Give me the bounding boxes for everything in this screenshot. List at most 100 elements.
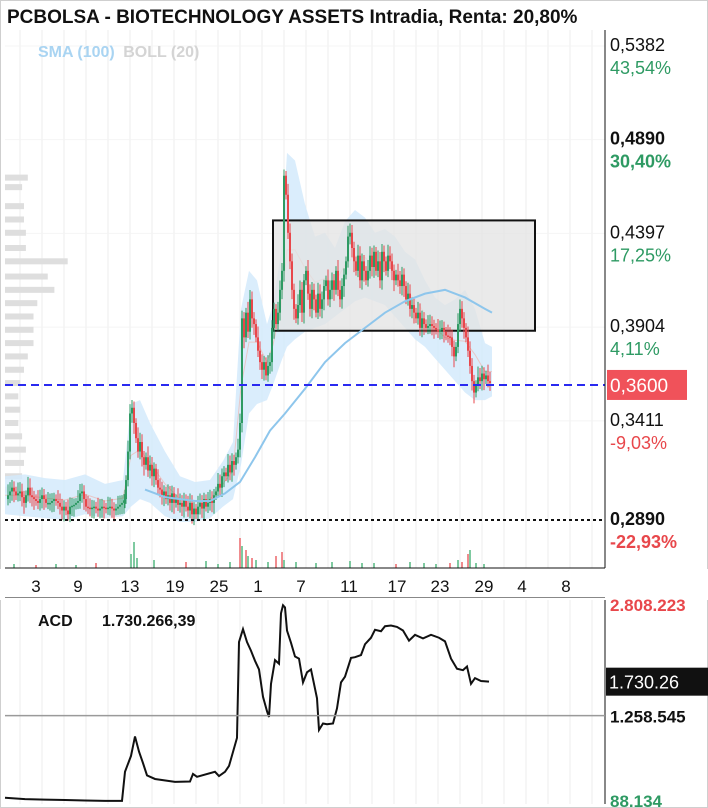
volume-profile-bar — [5, 258, 68, 265]
candle-body — [89, 507, 91, 510]
volume-profile-bar — [5, 203, 24, 210]
candle-body — [155, 468, 157, 481]
candle-body — [361, 261, 363, 281]
volume-profile-bar — [5, 326, 34, 333]
volume-bar — [255, 560, 257, 568]
volume-profile-bar — [5, 229, 26, 236]
candle-body — [19, 491, 21, 494]
time-tick-label: 3 — [31, 577, 40, 596]
price-axis: 0,5382 43,54% 0,4890 30,40% 0,4397 17,25% 0,39… — [607, 35, 687, 552]
candle-body — [345, 261, 347, 275]
pct-tick-label: 4,11% — [610, 339, 660, 359]
candle-body — [401, 274, 403, 287]
candle-body — [153, 468, 155, 477]
volume-profile-bar — [5, 380, 21, 387]
candle-body — [97, 508, 99, 511]
candle-body — [305, 270, 307, 281]
time-tick-label: 17 — [388, 577, 407, 596]
panel-gap — [0, 598, 708, 600]
time-tick-label: 13 — [121, 577, 140, 596]
indicator-legend[interactable]: SMA (100) BOLL (20) — [38, 44, 199, 62]
candle-body — [307, 270, 309, 294]
candle-body — [479, 377, 481, 382]
candle-body — [443, 327, 445, 332]
time-axis: 3 9 13 19 25 1 7 11 17 23 29 4 8 — [31, 577, 570, 596]
volume-bar — [373, 563, 375, 568]
candle-body — [459, 308, 461, 325]
candle-body — [475, 384, 477, 393]
candle-body — [125, 480, 127, 500]
candle-body — [139, 442, 141, 452]
volume-bar — [267, 562, 269, 568]
candle-body — [87, 506, 89, 509]
candle-body — [253, 318, 255, 325]
time-axis-bg — [0, 569, 708, 599]
boll-legend-label[interactable]: BOLL (20) — [123, 44, 200, 61]
candle-body — [469, 350, 471, 366]
candle-body — [151, 464, 153, 477]
candle-body — [137, 438, 139, 452]
volume-bar — [283, 560, 285, 568]
price-tick-label: 0,5382 — [610, 35, 665, 55]
acd-title: ACD — [38, 613, 73, 630]
candle-body — [409, 293, 411, 309]
candle-body — [289, 232, 291, 262]
candle-body — [453, 346, 455, 357]
candle-body — [489, 381, 491, 384]
candle-body — [219, 483, 221, 488]
candle-body — [17, 493, 19, 496]
time-tick-label: 9 — [73, 577, 82, 596]
candle-body — [325, 280, 327, 287]
volume-bar — [205, 561, 207, 568]
candle-body — [255, 324, 257, 338]
pct-tick-label: 30,40% — [610, 152, 671, 172]
candle-body — [29, 487, 31, 496]
candle-body — [9, 491, 11, 496]
time-tick-label: 25 — [210, 577, 229, 596]
candle-body — [263, 362, 265, 370]
candle-body — [321, 299, 323, 309]
candle-body — [243, 318, 245, 338]
candle-body — [43, 495, 45, 500]
candle-body — [169, 495, 171, 503]
candle-body — [175, 499, 177, 503]
candle-body — [381, 251, 383, 281]
candle-body — [311, 289, 313, 309]
candle-body — [379, 261, 381, 281]
candle-body — [277, 312, 279, 325]
candle-body — [95, 506, 97, 509]
volume-bar — [239, 538, 241, 568]
candle-body — [467, 337, 469, 351]
candle-body — [103, 506, 105, 509]
candle-body — [395, 274, 397, 281]
candle-body — [437, 329, 439, 332]
volume-bar — [467, 554, 469, 568]
candle-body — [71, 505, 73, 508]
candle-body — [297, 305, 299, 319]
candle-body — [147, 457, 149, 471]
candle-body — [199, 502, 201, 507]
candle-body — [413, 305, 415, 313]
candle-body — [215, 491, 217, 496]
acd-top-label: 2.808.223 — [610, 596, 686, 615]
acd-current-tag — [606, 667, 708, 696]
time-tick-label: 8 — [561, 577, 570, 596]
candle-body — [85, 499, 87, 507]
candle-body — [159, 487, 161, 490]
sma-legend-label[interactable]: SMA (100) — [38, 44, 115, 61]
candle-body — [315, 299, 317, 313]
candle-body — [481, 373, 483, 382]
candle-body — [91, 507, 93, 510]
candle-body — [117, 506, 119, 509]
candle-body — [351, 232, 353, 249]
candle-body — [21, 491, 23, 498]
time-tick-label: 19 — [166, 577, 185, 596]
volume-bar — [13, 564, 15, 568]
candle-body — [461, 308, 463, 319]
volume-bar — [349, 561, 351, 568]
candle-body — [367, 270, 369, 281]
candle-body — [53, 499, 55, 501]
volume-bar — [469, 550, 471, 568]
acd-series — [4, 603, 490, 802]
